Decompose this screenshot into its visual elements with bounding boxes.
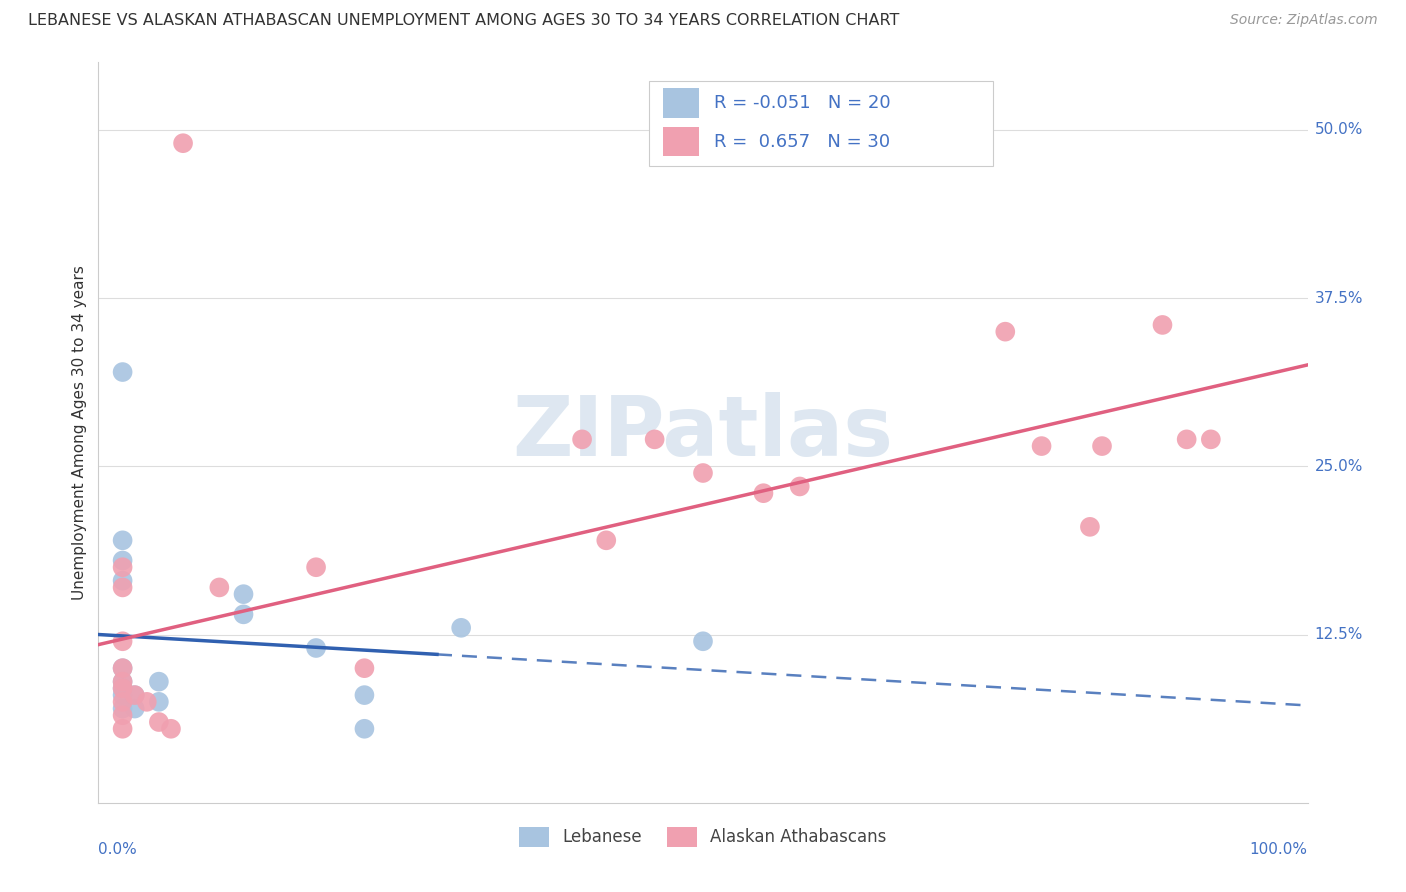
Text: LEBANESE VS ALASKAN ATHABASCAN UNEMPLOYMENT AMONG AGES 30 TO 34 YEARS CORRELATIO: LEBANESE VS ALASKAN ATHABASCAN UNEMPLOYM… (28, 13, 900, 29)
Point (111, 581, 134, 595)
Point (353, 661, 375, 675)
Point (353, 722, 375, 736)
Legend: Lebanese, Alaskan Athabascans: Lebanese, Alaskan Athabascans (513, 820, 893, 854)
Point (111, 661, 134, 675)
Text: 12.5%: 12.5% (1315, 627, 1362, 642)
Point (692, 466, 714, 480)
Point (160, 722, 183, 736)
Point (305, 560, 328, 574)
Bar (664, 127, 699, 156)
Text: Source: ZipAtlas.com: Source: ZipAtlas.com (1230, 13, 1378, 28)
Point (111, 722, 134, 736)
Point (124, 701, 146, 715)
Point (148, 714, 170, 729)
Point (111, 681, 134, 696)
Point (124, 688, 146, 702)
Point (571, 433, 593, 447)
Text: 25.0%: 25.0% (1315, 458, 1362, 474)
Text: 100.0%: 100.0% (1250, 842, 1308, 856)
Point (1091, 439, 1114, 453)
Point (595, 533, 617, 548)
Point (111, 533, 134, 548)
Point (111, 688, 134, 702)
Point (111, 365, 134, 379)
Point (135, 695, 157, 709)
Point (124, 688, 146, 702)
Point (232, 587, 254, 601)
Point (232, 607, 254, 622)
Point (208, 581, 231, 595)
Point (172, 136, 194, 151)
Point (111, 681, 134, 696)
Point (111, 695, 134, 709)
Point (111, 634, 134, 648)
Point (111, 574, 134, 588)
Point (305, 640, 328, 655)
Text: R = -0.051   N = 20: R = -0.051 N = 20 (714, 95, 890, 112)
Text: ZIPatlas: ZIPatlas (513, 392, 893, 473)
Text: 50.0%: 50.0% (1315, 122, 1362, 137)
Point (111, 674, 134, 689)
Point (111, 708, 134, 723)
Point (1199, 433, 1222, 447)
Text: 0.0%: 0.0% (98, 842, 138, 856)
Point (1152, 318, 1174, 332)
Point (353, 688, 375, 702)
Point (111, 701, 134, 715)
Point (450, 621, 472, 635)
Bar (648, 81, 993, 166)
Y-axis label: Unemployment Among Ages 30 to 34 years: Unemployment Among Ages 30 to 34 years (72, 265, 87, 600)
Point (111, 553, 134, 567)
Text: R =  0.657   N = 30: R = 0.657 N = 30 (714, 133, 890, 151)
Point (644, 433, 666, 447)
Point (148, 695, 170, 709)
Point (752, 486, 775, 500)
Point (1175, 433, 1198, 447)
Point (1031, 439, 1053, 453)
Point (111, 661, 134, 675)
Text: 37.5%: 37.5% (1315, 291, 1362, 305)
Point (1078, 520, 1101, 534)
Point (111, 560, 134, 574)
Point (789, 479, 811, 493)
Point (148, 674, 170, 689)
Point (994, 325, 1017, 339)
Point (692, 634, 714, 648)
Bar (664, 88, 699, 118)
Point (111, 674, 134, 689)
